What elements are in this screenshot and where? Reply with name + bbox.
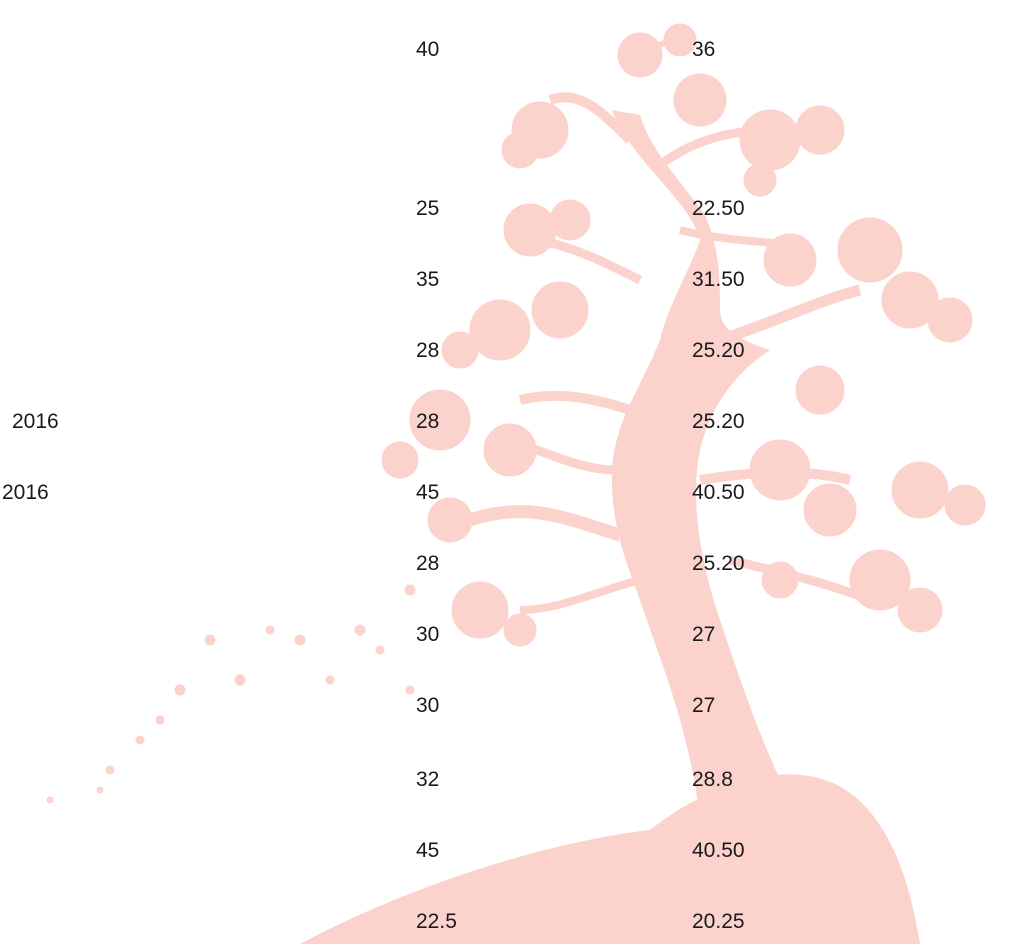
- value-cell: 25: [416, 197, 440, 220]
- table-row: 32 28.8: [0, 768, 1009, 808]
- table-row: 22.5 20.25: [0, 910, 1009, 950]
- value-cell: 28: [416, 552, 440, 575]
- table-row: 2016 28 25.20: [0, 410, 1009, 450]
- value-cell: 45: [416, 839, 440, 862]
- value-cell: 27: [692, 623, 716, 646]
- value-cell: 40.50: [692, 481, 745, 504]
- table-row: 40 36: [0, 38, 1009, 78]
- table-row: 28 25.20: [0, 339, 1009, 379]
- value-cell: 28: [416, 339, 440, 362]
- table-row: 30 27: [0, 623, 1009, 663]
- value-cell: 40: [416, 38, 440, 61]
- value-cell: 20.25: [692, 910, 745, 933]
- row-label: 2016: [2, 481, 49, 504]
- value-cell: 25.20: [692, 410, 745, 433]
- table-row: 45 40.50: [0, 839, 1009, 879]
- value-cell: 22.50: [692, 197, 745, 220]
- value-cell: 40.50: [692, 839, 745, 862]
- value-cell: 36: [692, 38, 716, 61]
- table-row: 25 22.50: [0, 197, 1009, 237]
- table-row: 2016 45 40.50: [0, 481, 1009, 521]
- table-row: 30 27: [0, 694, 1009, 734]
- value-cell: 30: [416, 623, 440, 646]
- value-cell: 25.20: [692, 552, 745, 575]
- value-cell: 28.8: [692, 768, 733, 791]
- table-row: 35 31.50: [0, 268, 1009, 308]
- value-cell: 45: [416, 481, 440, 504]
- value-cell: 27: [692, 694, 716, 717]
- value-cell: 30: [416, 694, 440, 717]
- value-cell: 35: [416, 268, 440, 291]
- row-label: 2016: [12, 410, 59, 433]
- value-cell: 28: [416, 410, 440, 433]
- table-row: 28 25.20: [0, 552, 1009, 592]
- value-cell: 32: [416, 768, 440, 791]
- value-cell: 22.5: [416, 910, 457, 933]
- value-cell: 31.50: [692, 268, 745, 291]
- value-cell: 25.20: [692, 339, 745, 362]
